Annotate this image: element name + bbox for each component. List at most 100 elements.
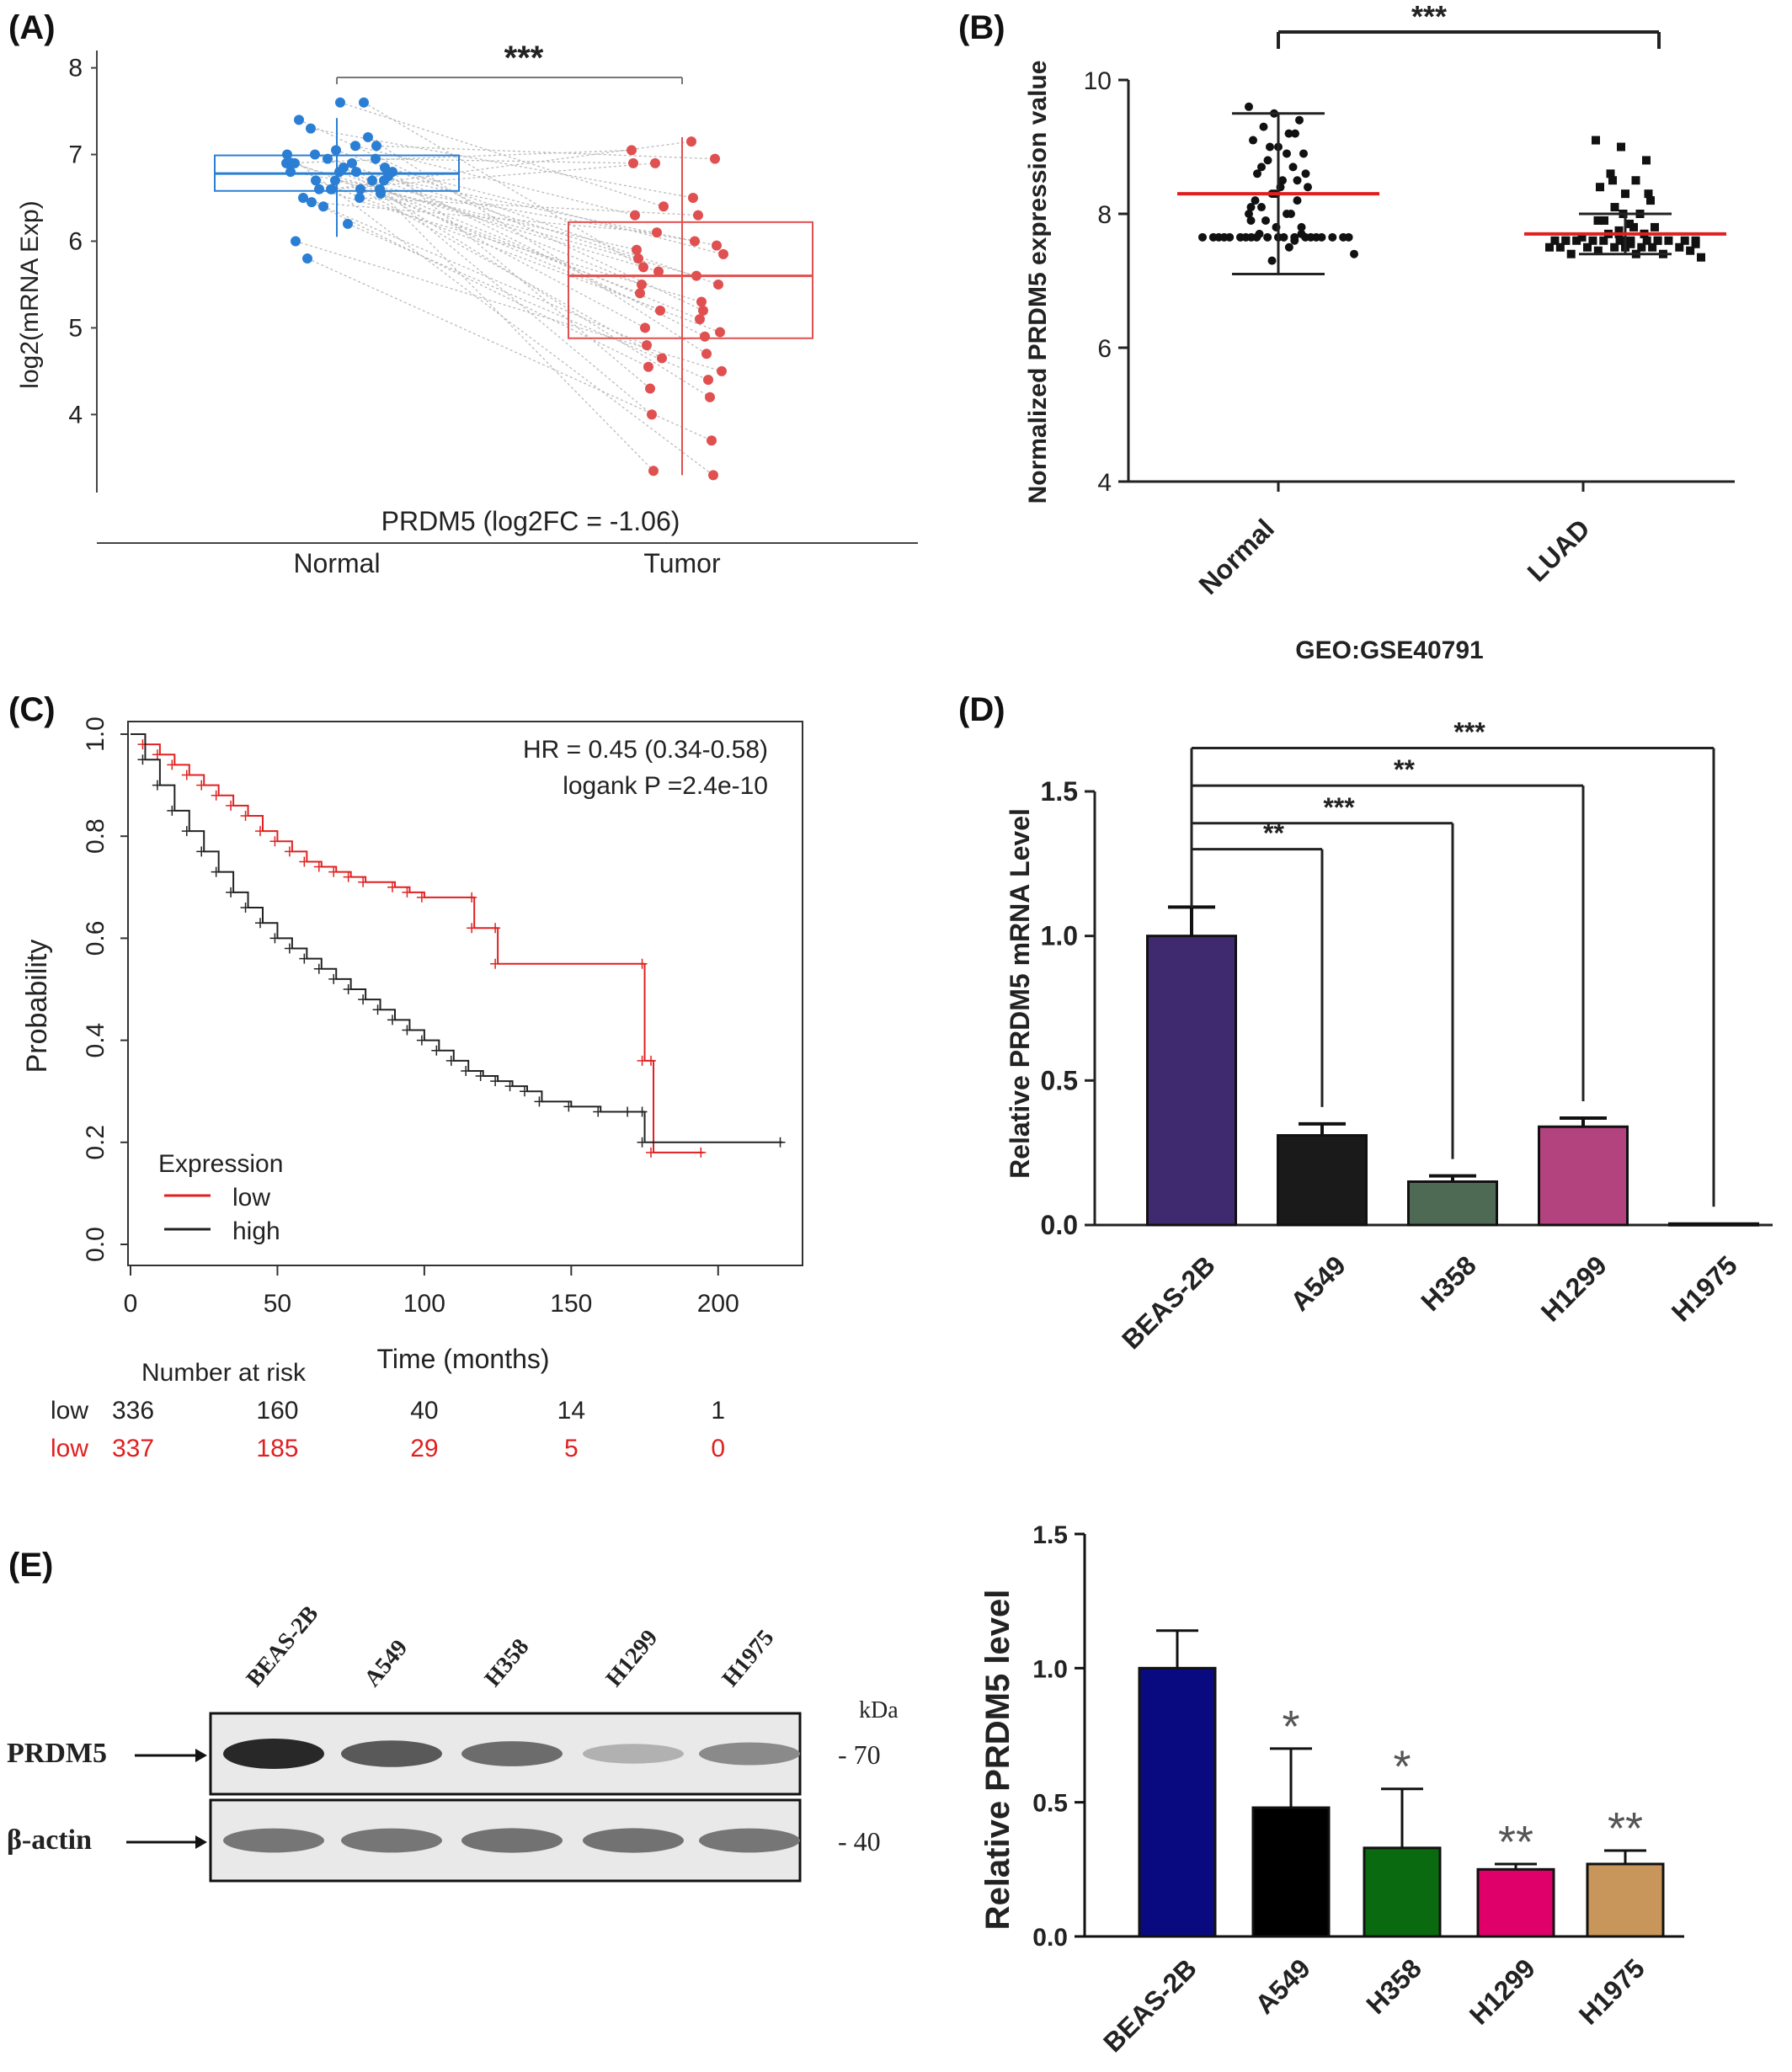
c-censor-mark — [431, 1045, 442, 1056]
a-point-normal — [331, 145, 341, 156]
a-point-tumor — [650, 157, 660, 168]
b-point-luad — [1642, 156, 1651, 165]
a-point-tumor — [707, 435, 717, 446]
b-point-normal — [1284, 129, 1293, 138]
panel-d: (D) Relative PRDM5 mRNA Level 0.0 0.5 1.0 1… — [943, 674, 1792, 1482]
panel-c-risk-title: Number at risk — [141, 1359, 307, 1387]
b-point-normal — [1246, 203, 1256, 212]
a-pair-line — [315, 179, 721, 333]
a-point-normal — [314, 184, 324, 194]
panel-e-label: (E) — [8, 1547, 53, 1584]
a-point-tumor — [642, 340, 652, 350]
c-censor-mark — [387, 882, 397, 892]
c-censor-mark — [637, 1055, 648, 1066]
a-point-normal — [323, 153, 333, 164]
b-point-luad — [1545, 242, 1554, 252]
c-censor-mark — [255, 918, 265, 929]
d-sig-label: *** — [1323, 792, 1355, 823]
e-ytick-label: 0.5 — [1032, 1790, 1068, 1818]
panel-d-ylabel: Relative PRDM5 mRNA Level — [1005, 808, 1035, 1179]
a-point-tumor — [647, 409, 657, 420]
a-point-normal — [335, 97, 345, 108]
c-risk-value: 337 — [112, 1435, 154, 1462]
a-box-tumor — [568, 221, 813, 339]
c-censor-mark — [637, 1106, 648, 1117]
e-ytick-label: 1.0 — [1032, 1655, 1068, 1683]
a-ytick-label: 6 — [68, 227, 83, 255]
panel-c-ylabel: Probability — [21, 940, 53, 1073]
a-point-tumor — [715, 327, 725, 338]
panel-c-xlabel: Time (months) — [376, 1344, 549, 1374]
c-risk-value: 40 — [410, 1397, 438, 1425]
a-pair-line — [371, 179, 653, 415]
e-sig-label: ** — [1608, 1803, 1643, 1854]
b-point-normal — [1301, 169, 1310, 178]
e-bar-h1975 — [1586, 1862, 1665, 1938]
a-point-tumor — [712, 240, 722, 251]
c-censor-mark — [461, 1065, 472, 1076]
a-pair-line — [363, 102, 644, 268]
a-point-normal — [343, 218, 353, 229]
c-censor-mark — [240, 810, 251, 821]
a-point-normal — [285, 167, 296, 178]
panel-b-cat-normal: Normal — [1193, 513, 1280, 599]
e-band — [583, 1828, 684, 1853]
b-point-luad — [1664, 236, 1673, 245]
c-censor-mark — [343, 984, 354, 994]
b-ytick-label: 8 — [1097, 201, 1112, 229]
b-point-normal — [1246, 216, 1256, 225]
b-point-normal — [1263, 232, 1272, 242]
a-pair-line — [339, 102, 664, 207]
a-point-tumor — [645, 383, 655, 394]
a-point-normal — [355, 184, 365, 194]
b-point-normal — [1208, 232, 1218, 242]
d-xtick-label: H358 — [1415, 1249, 1482, 1317]
e-xtick-label: BEAS-2B — [1097, 1952, 1203, 2058]
b-point-luad — [1631, 176, 1640, 185]
a-point-tumor — [690, 236, 700, 247]
d-sig-label: *** — [1453, 717, 1485, 748]
a-point-tumor — [655, 305, 665, 316]
panel-b: (B) Normalized PRDM5 expression value GE… — [943, 0, 1792, 674]
c-censor-mark — [358, 994, 369, 1005]
c-ytick-label: 1.0 — [82, 716, 109, 752]
b-point-normal — [1297, 222, 1306, 232]
c-censor-mark — [696, 1147, 707, 1158]
c-censor-mark — [534, 1096, 545, 1107]
b-ytick-label: 4 — [1097, 469, 1112, 497]
a-point-tumor — [713, 279, 723, 290]
c-censor-mark — [269, 933, 280, 944]
a-point-normal — [347, 157, 357, 168]
c-censor-mark — [358, 876, 369, 887]
panel-c-label: (C) — [8, 691, 56, 728]
b-point-luad — [1599, 236, 1608, 245]
b-point-normal — [1293, 196, 1302, 205]
c-censor-mark — [490, 923, 501, 934]
b-point-luad — [1648, 242, 1657, 252]
c-xtick-label: 0 — [124, 1290, 138, 1318]
b-point-normal — [1253, 169, 1261, 178]
a-pair-line — [343, 167, 646, 328]
b-point-luad — [1691, 239, 1700, 248]
b-point-normal — [1299, 149, 1308, 158]
panel-c-legend-low: low — [232, 1184, 270, 1212]
panel-d-chart: (D) Relative PRDM5 mRNA Level 0.0 0.5 1.0 1… — [958, 691, 1773, 1355]
a-point-tumor — [688, 193, 698, 203]
b-point-luad — [1621, 189, 1629, 199]
c-plot-frame — [127, 721, 803, 1266]
a-pair-line — [376, 145, 716, 160]
b-point-normal — [1263, 156, 1272, 165]
a-point-tumor — [703, 375, 713, 386]
b-point-normal — [1267, 256, 1277, 265]
b-ytick-label: 10 — [1084, 67, 1112, 95]
a-point-tumor — [686, 136, 696, 147]
e-lane-label: BEAS-2B — [242, 1601, 324, 1691]
a-pair-line — [360, 189, 663, 360]
a-point-normal — [371, 141, 381, 152]
a-point-normal — [367, 175, 377, 186]
a-point-tumor — [717, 365, 727, 376]
c-censor-mark — [637, 1137, 648, 1148]
b-point-normal — [1291, 129, 1299, 138]
d-xtick-label: A549 — [1284, 1249, 1352, 1317]
a-point-normal — [302, 253, 312, 264]
